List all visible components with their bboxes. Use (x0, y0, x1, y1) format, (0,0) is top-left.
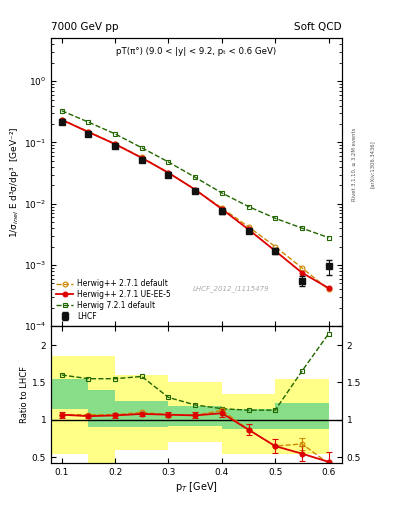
Bar (88, 356, 115, 468)
Herwig 7.2.1 default (193, 174, 198, 180)
Herwig++ 2.7.1 default (140, 155, 144, 161)
Bar (115, 401, 169, 428)
Herwig++ 2.7.1 default (219, 205, 224, 211)
Bar (222, 394, 275, 454)
Herwig++ 2.7.1 default (86, 129, 91, 135)
Herwig 7.2.1 default (273, 215, 277, 221)
Y-axis label: 1/σ$_{inel}$ E d³σ/dp³  [GeV⁻²]: 1/σ$_{inel}$ E d³σ/dp³ [GeV⁻²] (8, 126, 21, 238)
Herwig 7.2.1 default (140, 145, 144, 151)
Y-axis label: Ratio to LHCF: Ratio to LHCF (20, 366, 29, 423)
Herwig 7.2.1 default (326, 234, 331, 241)
Herwig++ 2.7.1 UE-EE-5 (273, 248, 277, 254)
Bar (169, 407, 222, 426)
Text: pT(π°) (9.0 < |y| < 9.2, pₜ < 0.6 GeV): pT(π°) (9.0 < |y| < 9.2, pₜ < 0.6 GeV) (116, 47, 277, 56)
X-axis label: p$_T$ [GeV]: p$_T$ [GeV] (175, 480, 218, 494)
Legend: Herwig++ 2.7.1 default, Herwig++ 2.7.1 UE-EE-5, Herwig 7.2.1 default, LHCF: Herwig++ 2.7.1 default, Herwig++ 2.7.1 U… (55, 278, 173, 323)
Text: 7000 GeV pp: 7000 GeV pp (51, 22, 119, 32)
Bar (275, 403, 329, 429)
Bar (115, 375, 169, 450)
Herwig++ 2.7.1 UE-EE-5 (166, 170, 171, 176)
Herwig 7.2.1 default (166, 159, 171, 165)
Text: [arXiv:1306.3436]: [arXiv:1306.3436] (369, 140, 375, 188)
Herwig++ 2.7.1 default (166, 170, 171, 176)
Text: Rivet 3.1.10, ≥ 3.2M events: Rivet 3.1.10, ≥ 3.2M events (352, 127, 357, 201)
Herwig++ 2.7.1 default (59, 117, 64, 123)
Text: LHCF_2012_I1115479: LHCF_2012_I1115479 (193, 286, 270, 292)
Line: Herwig++ 2.7.1 default: Herwig++ 2.7.1 default (59, 117, 331, 292)
Line: Herwig 7.2.1 default: Herwig 7.2.1 default (59, 109, 331, 240)
Herwig++ 2.7.1 UE-EE-5 (299, 270, 304, 276)
Herwig 7.2.1 default (86, 119, 91, 125)
Herwig++ 2.7.1 UE-EE-5 (113, 141, 118, 147)
Herwig++ 2.7.1 default (299, 265, 304, 271)
Bar (169, 382, 222, 442)
Herwig++ 2.7.1 default (113, 141, 118, 147)
Herwig++ 2.7.1 UE-EE-5 (193, 186, 198, 193)
Herwig++ 2.7.1 UE-EE-5 (140, 155, 144, 161)
Bar (51, 379, 88, 409)
Bar (51, 356, 88, 454)
Herwig++ 2.7.1 default (273, 244, 277, 250)
Bar (88, 390, 115, 428)
Herwig 7.2.1 default (113, 131, 118, 137)
Text: Soft QCD: Soft QCD (294, 22, 342, 32)
Herwig 7.2.1 default (246, 203, 251, 209)
Line: Herwig++ 2.7.1 UE-EE-5: Herwig++ 2.7.1 UE-EE-5 (59, 117, 331, 290)
Herwig++ 2.7.1 default (246, 224, 251, 230)
Herwig++ 2.7.1 UE-EE-5 (86, 129, 91, 135)
Bar (275, 379, 329, 454)
Herwig++ 2.7.1 UE-EE-5 (326, 285, 331, 291)
Herwig++ 2.7.1 default (193, 186, 198, 193)
Herwig++ 2.7.1 UE-EE-5 (219, 206, 224, 212)
Herwig++ 2.7.1 UE-EE-5 (59, 117, 64, 123)
Herwig 7.2.1 default (59, 108, 64, 114)
Herwig 7.2.1 default (219, 190, 224, 196)
Herwig 7.2.1 default (299, 225, 304, 231)
Herwig++ 2.7.1 default (326, 286, 331, 292)
Bar (222, 409, 275, 429)
Herwig++ 2.7.1 UE-EE-5 (246, 226, 251, 232)
